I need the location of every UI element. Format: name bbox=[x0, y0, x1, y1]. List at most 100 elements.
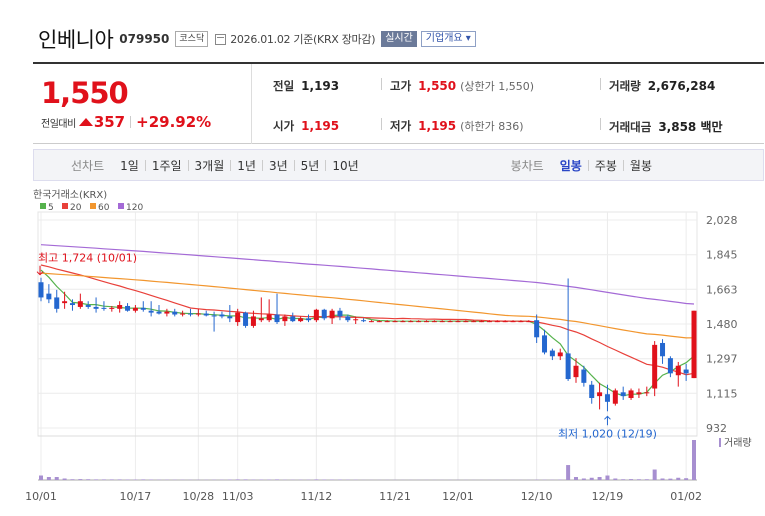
candle-body bbox=[392, 321, 398, 323]
candle-weekly[interactable]: 주봉 bbox=[594, 158, 617, 173]
ma-line-60 bbox=[40, 272, 695, 339]
volume-cell: 거래량 2,676,284 bbox=[609, 78, 715, 94]
candle-body bbox=[109, 307, 115, 309]
x-tick-label-5: 11/21 bbox=[379, 490, 411, 503]
open-label: 시가 bbox=[273, 119, 295, 133]
company-overview-dropdown[interactable]: 기업개요 ▾ bbox=[420, 31, 476, 47]
candle-body bbox=[416, 321, 422, 323]
volume-legend-swatch bbox=[719, 438, 721, 447]
y-tick-label-6: 932 bbox=[706, 422, 727, 435]
candle-body bbox=[243, 312, 249, 326]
ma-line-5 bbox=[40, 269, 695, 397]
candle-body bbox=[172, 311, 178, 315]
legend-swatch-60 bbox=[90, 203, 96, 209]
candle-body bbox=[471, 321, 477, 323]
legend-swatch-120 bbox=[118, 203, 124, 209]
change-label: 전일대비 bbox=[41, 118, 76, 130]
volume-label: 거래량 bbox=[609, 79, 641, 93]
period-3y[interactable]: 3년 bbox=[268, 158, 288, 173]
volume-bar bbox=[275, 479, 280, 480]
candle-body bbox=[211, 315, 217, 317]
low-value: 1,195 bbox=[418, 119, 457, 133]
candle-body bbox=[203, 313, 209, 316]
candle-body bbox=[195, 313, 201, 315]
y-tick-label-5: 1,115 bbox=[706, 387, 738, 400]
candle-body bbox=[376, 321, 382, 323]
volume-bar bbox=[573, 477, 578, 480]
volume-bar bbox=[668, 478, 673, 480]
y-tick-label-0: 2,028 bbox=[706, 214, 738, 227]
volume-bar bbox=[613, 478, 618, 480]
annotation-high-arrow bbox=[36, 265, 44, 276]
prev-close-label: 전일 bbox=[273, 79, 295, 93]
chart-source: 한국거래소(KRX) bbox=[33, 189, 107, 201]
period-3m[interactable]: 3개월 bbox=[194, 158, 225, 173]
open-cell: 시가 1,195 bbox=[273, 118, 339, 134]
stock-name: 인베니아 bbox=[38, 28, 114, 52]
candle-body bbox=[313, 309, 319, 321]
candle-body bbox=[660, 342, 666, 357]
stock-title-bar: 인베니아 079950 코스닥 2026.01.02 기준(KRX 장마감) 실… bbox=[38, 24, 476, 54]
candle-body bbox=[431, 321, 437, 323]
period-5y[interactable]: 5년 bbox=[300, 158, 320, 173]
high-cell: 고가 1,550 (상한가 1,550) bbox=[390, 78, 534, 94]
candle-period-group: 봉차트 일봉 주봉 월봉 bbox=[511, 150, 658, 180]
volume-bar bbox=[566, 465, 571, 480]
candle-body bbox=[132, 307, 138, 311]
volume-bar bbox=[62, 478, 67, 480]
ma-line-20 bbox=[40, 264, 695, 376]
candle-body bbox=[164, 311, 170, 314]
candle-body bbox=[368, 321, 374, 323]
period-10y[interactable]: 10년 bbox=[332, 158, 359, 173]
volume-bar bbox=[581, 478, 586, 480]
candle-body bbox=[447, 321, 453, 323]
volume-bar bbox=[39, 475, 43, 480]
high-label: 고가 bbox=[390, 79, 412, 93]
candle-daily[interactable]: 일봉 bbox=[559, 158, 582, 173]
x-tick-label-7: 12/10 bbox=[521, 490, 553, 503]
realtime-button[interactable]: 실시간 bbox=[381, 31, 417, 47]
candle-body bbox=[219, 314, 225, 317]
annotation-low-arrow bbox=[604, 415, 611, 426]
candle-body bbox=[258, 318, 264, 321]
candle-body bbox=[636, 392, 642, 395]
x-tick-label-1: 10/17 bbox=[120, 490, 152, 503]
candle-monthly[interactable]: 월봉 bbox=[629, 158, 652, 173]
volume-bar bbox=[86, 479, 91, 480]
x-tick-label-8: 12/19 bbox=[592, 490, 624, 503]
candle-body bbox=[518, 321, 524, 323]
candle-body bbox=[620, 392, 626, 397]
candle-body bbox=[305, 318, 311, 321]
candle-body bbox=[526, 321, 532, 323]
candle-body bbox=[54, 297, 60, 309]
line-chart-label: 선차트 bbox=[71, 158, 105, 173]
candle-body bbox=[589, 384, 595, 399]
price-chart[interactable]: 한국거래소(KRX) 5 20 60 120 2,028 1,845 1,663 1,480 1,… bbox=[0, 186, 765, 516]
divider bbox=[600, 118, 601, 130]
volume-bar bbox=[589, 477, 594, 480]
upper-limit: (상한가 1,550) bbox=[460, 80, 535, 93]
stock-code: 079950 bbox=[119, 32, 170, 46]
change-percent: +29.92% bbox=[136, 113, 212, 131]
annotation-high: 최고 1,724 (10/01) bbox=[38, 252, 137, 265]
price-chart-svg[interactable]: 한국거래소(KRX) 5 20 60 120 2,028 1,845 1,663 1,480 1,… bbox=[0, 186, 765, 516]
period-1d[interactable]: 1일 bbox=[120, 158, 139, 173]
candle-body bbox=[337, 310, 343, 317]
base-date: 2026.01.02 기준(KRX 장마감) bbox=[230, 33, 376, 46]
prev-close-cell: 전일 1,193 bbox=[273, 78, 339, 94]
candle-body bbox=[612, 390, 618, 404]
volume-bar bbox=[117, 479, 122, 480]
candle-body bbox=[38, 282, 44, 298]
legend-swatch-20 bbox=[62, 203, 68, 209]
change-value: 357 bbox=[93, 113, 126, 131]
divider bbox=[381, 78, 382, 90]
volume-bar bbox=[101, 479, 106, 480]
candle-body bbox=[667, 358, 673, 374]
period-1w[interactable]: 1주일 bbox=[151, 158, 182, 173]
x-tick-label-3: 11/03 bbox=[222, 490, 254, 503]
x-tick-label-0: 10/01 bbox=[25, 490, 57, 503]
period-1y[interactable]: 1년 bbox=[237, 158, 256, 173]
calendar-icon bbox=[215, 33, 227, 45]
market-badge: 코스닥 bbox=[175, 31, 209, 47]
amount-value: 3,858 백만 bbox=[658, 120, 723, 134]
